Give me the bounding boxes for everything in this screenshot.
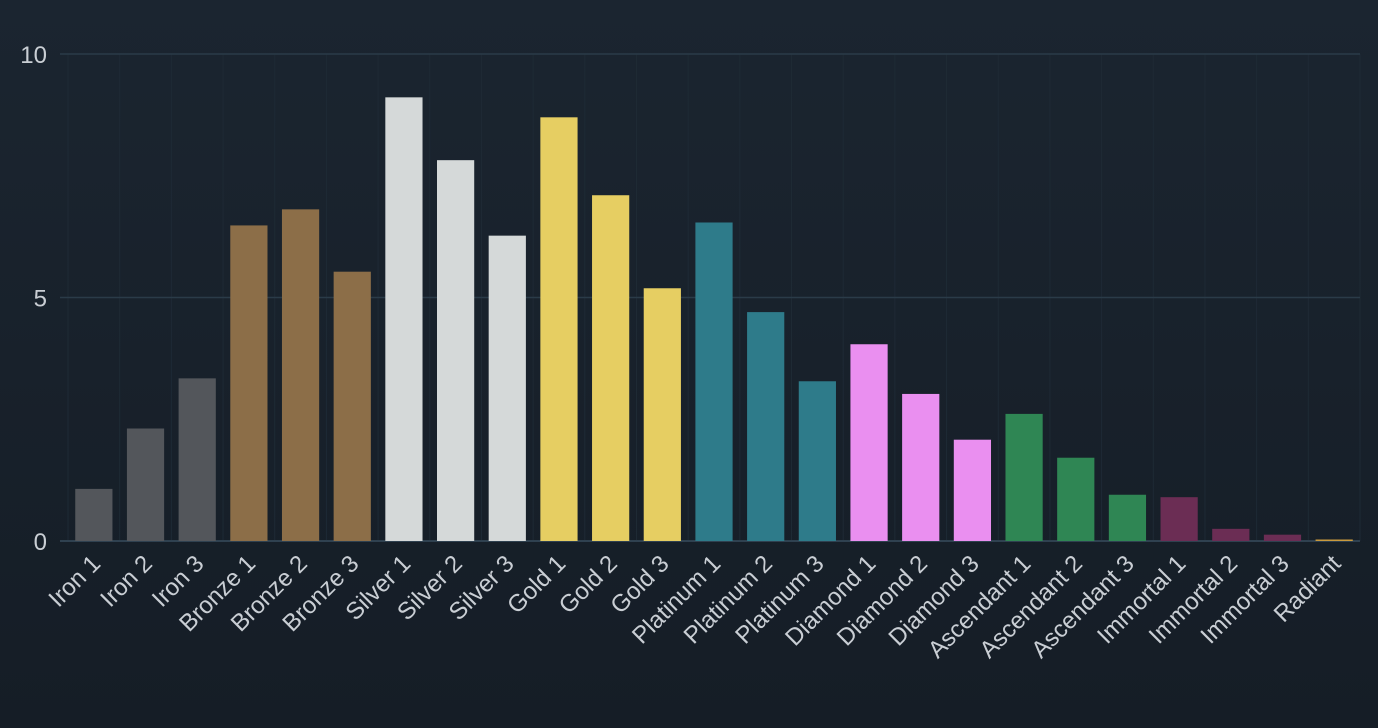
bar-platinum-1: [695, 222, 733, 541]
bar-platinum-2: [747, 312, 785, 541]
bar-silver-3: [488, 235, 526, 541]
bar-diamond-3: [953, 439, 992, 541]
y-tick-label: 5: [34, 286, 47, 313]
bar-bronze-2: [281, 209, 320, 541]
bar-bronze-3: [333, 271, 371, 541]
bar-ascendant-1: [1005, 413, 1043, 541]
bar-platinum-3: [798, 381, 836, 541]
bar-silver-2: [437, 160, 475, 542]
bar-gold-1: [540, 117, 578, 541]
bars-group: [75, 97, 1353, 542]
bar-gold-3: [643, 288, 681, 541]
y-tick-label: 10: [20, 42, 47, 69]
bar-ascendant-2: [1057, 457, 1095, 541]
bar-iron-3: [178, 378, 216, 541]
bar-radiant: [1315, 539, 1353, 541]
bar-ascendant-3: [1108, 494, 1147, 541]
bar-bronze-1: [230, 225, 268, 542]
bar-iron-2: [126, 428, 165, 541]
x-tick-label: Gold 2: [554, 550, 623, 619]
y-axis-ticks: 0 5 10: [20, 42, 47, 556]
y-tick-label: 0: [34, 529, 47, 556]
bar-silver-1: [385, 97, 423, 541]
bar-gold-2: [592, 195, 630, 542]
x-tick-label: Gold 1: [502, 550, 571, 619]
bar-iron-1: [75, 488, 113, 541]
bar-immortal-2: [1212, 528, 1250, 541]
bar-immortal-3: [1263, 534, 1302, 541]
bar-diamond-1: [850, 344, 888, 541]
bar-diamond-2: [902, 393, 940, 541]
bar-immortal-1: [1160, 497, 1198, 541]
x-tick-label: Iron 2: [95, 550, 157, 612]
x-tick-label: Iron 1: [44, 550, 106, 612]
